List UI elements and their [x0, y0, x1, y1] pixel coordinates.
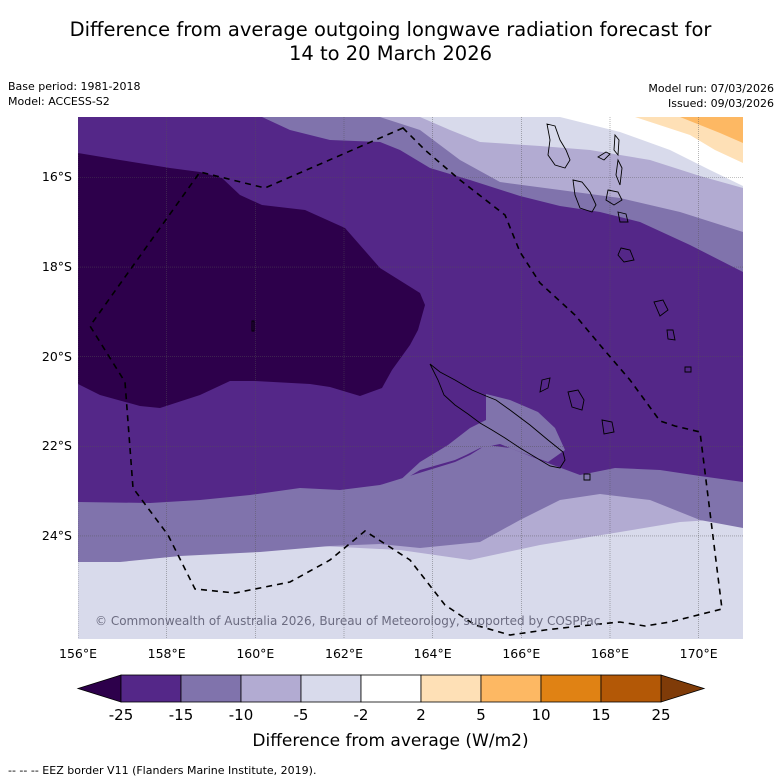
colorbar-bin — [360, 674, 422, 703]
eez-footnote: -- -- -- EEZ border V11 (Flanders Marine… — [8, 764, 317, 777]
island-vanuatu-efate — [605, 189, 623, 206]
lat-tick-label: 22°S — [41, 438, 72, 454]
coastlines — [251, 123, 692, 481]
contour-below-neg25 — [78, 153, 425, 408]
chart-title: Difference from average outgoing longwav… — [0, 18, 781, 66]
island-vanuatu-malakula — [572, 179, 597, 213]
copyright-notice: © Commonwealth of Australia 2026, Bureau… — [95, 614, 601, 628]
lon-tick-label: 166°E — [502, 646, 541, 661]
map-area — [78, 117, 743, 639]
lon-tick-label: 164°E — [413, 646, 452, 661]
model-run: Model run: 07/03/2026 — [648, 82, 774, 95]
colorbar-tick-label: -15 — [168, 706, 194, 724]
colorbar-tick-label: -10 — [228, 706, 254, 724]
colorbar — [76, 674, 706, 703]
colorbar-under-triangle — [76, 674, 122, 703]
lon-tick-label: 162°E — [324, 646, 364, 661]
island-hunter — [666, 329, 676, 341]
model-name: Model: ACCESS-S2 — [8, 95, 110, 108]
lon-tick-label: 168°E — [590, 646, 630, 661]
title-line-2: 14 to 20 March 2026 — [288, 42, 493, 65]
lat-tick-label: 18°S — [41, 259, 72, 275]
colorbar-bin — [600, 674, 662, 703]
island-new-caledonia-main — [429, 363, 566, 469]
eez-border — [89, 127, 723, 636]
colorbar-tick-label: -5 — [293, 706, 309, 724]
contour-neg15-neg10-newcal — [395, 394, 565, 485]
lat-tick-label: 24°S — [41, 527, 72, 543]
colorbar-bin — [420, 674, 482, 703]
colorbar-tick-label: 5 — [476, 706, 486, 724]
colorbar-tick-label: 10 — [531, 706, 551, 724]
island-vanuatu-pentecost — [615, 158, 623, 186]
island-vanuatu-maewo — [613, 133, 620, 157]
island-vanuatu-erromango — [617, 211, 629, 223]
island-vanuatu-ambae — [597, 151, 611, 161]
island-chesterfield — [251, 320, 255, 332]
graticule — [78, 117, 743, 639]
lon-tick-label: 160°E — [236, 646, 275, 661]
lat-tick-label: 20°S — [41, 348, 72, 364]
meta-left: Base period: 1981-2018 Model: ACCESS-S2 — [8, 79, 140, 109]
issued-date: Issued: 09/03/2026 — [667, 97, 774, 110]
colorbar-tick-label: -2 — [353, 706, 369, 724]
island-matthew-hunter — [653, 299, 669, 317]
lat-tick-label: 16°S — [41, 169, 72, 185]
contour-pos5-pos10 — [680, 117, 743, 143]
meta-right: Model run: 07/03/2026 Issued: 09/03/2026 — [648, 81, 774, 111]
colorbar-over-triangle — [660, 674, 706, 703]
island-vanuatu-tanna — [617, 247, 635, 263]
lon-tick-label: 158°E — [147, 646, 186, 661]
lon-tick-label: 170°E — [679, 646, 718, 661]
colorbar-bin — [480, 674, 542, 703]
colorbar-bin — [240, 674, 302, 703]
island-isle-of-pines — [583, 473, 591, 481]
base-period: Base period: 1981-2018 — [8, 80, 141, 93]
island-loyalty-mare — [567, 389, 585, 411]
colorbar-bin — [300, 674, 362, 703]
island-loyalty-ouvea — [601, 419, 615, 435]
island-small-east — [684, 366, 692, 373]
colorbar-tick-label: 15 — [591, 706, 611, 724]
colorbar-tick-label: -25 — [108, 706, 134, 724]
colorbar-bin — [540, 674, 602, 703]
colorbar-tick-label: 2 — [416, 706, 426, 724]
colorbar-tick-label: 25 — [651, 706, 671, 724]
colorbar-bin — [120, 674, 182, 703]
colorbar-label: Difference from average (W/m2) — [252, 731, 529, 751]
colorbar-bin — [180, 674, 242, 703]
lon-tick-label: 156°E — [58, 646, 98, 661]
island-vanuatu-espiritu-santo — [546, 123, 571, 169]
island-loyalty-lifou — [539, 377, 551, 393]
title-line-1: Difference from average outgoing longwav… — [69, 18, 712, 41]
